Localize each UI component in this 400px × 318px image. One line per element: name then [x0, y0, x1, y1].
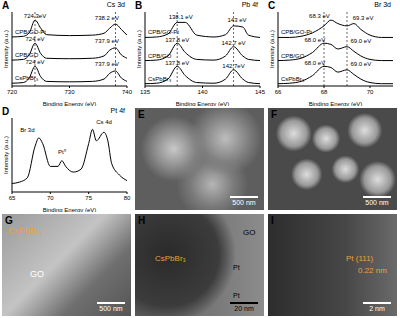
svg-text:75: 75 [85, 195, 92, 201]
svg-text:738.2 eV: 738.2 eV [95, 15, 119, 21]
svg-text:68: 68 [321, 89, 328, 95]
svg-text:CPB/GO-Pt: CPB/GO-Pt [148, 29, 179, 35]
svg-text:142.7 eV: 142.7 eV [222, 40, 246, 46]
svg-text:CPB/GO: CPB/GO [15, 52, 39, 58]
svg-text:68.0 eV: 68.0 eV [304, 60, 325, 66]
svg-text:Intensity (a.u.): Intensity (a.u.) [269, 30, 275, 68]
svg-text:737.9 eV: 737.9 eV [95, 61, 119, 67]
svg-text:730: 730 [64, 89, 75, 95]
svg-text:68.0 eV: 68.0 eV [304, 37, 325, 43]
html-text:CsPbBr₃: CsPbBr₃ [155, 254, 186, 263]
html-text:CsPbBr₃: CsPbBr₃ [8, 226, 43, 236]
svg-text:69.3 eV: 69.3 eV [353, 15, 374, 21]
html-text:Pt: Pt [233, 292, 240, 299]
svg-text:Cs 4d: Cs 4d [96, 119, 112, 125]
svg-text:720: 720 [7, 89, 18, 95]
html-text:500 nm: 500 nm [365, 199, 389, 206]
html-text:Br 3d: Br 3d [374, 1, 391, 8]
svg-text:CPB/GO-Pt: CPB/GO-Pt [281, 29, 312, 35]
svg-text:CsPbBr₃: CsPbBr₃ [281, 76, 305, 82]
html-text:C: C [268, 0, 276, 11]
svg-text:CPB/GO: CPB/GO [148, 53, 172, 59]
html-text:GO: GO [30, 269, 44, 279]
svg-text:140: 140 [197, 89, 208, 95]
svg-text:69.0 eV: 69.0 eV [350, 61, 371, 67]
svg-text:65: 65 [9, 195, 16, 201]
svg-text:68.3 eV: 68.3 eV [309, 13, 330, 19]
html-text:Cs 3d: Cs 3d [106, 1, 125, 8]
html-text:I: I [271, 215, 274, 226]
svg-text:138.1 eV: 138.1 eV [169, 14, 193, 20]
svg-text:737.9 eV: 737.9 eV [95, 38, 119, 44]
html-text:Pb 4f: Pb 4f [241, 1, 258, 8]
svg-text:135: 135 [140, 89, 151, 95]
svg-text:137.8 eV: 137.8 eV [165, 60, 189, 66]
svg-text:Binding Energy (eV): Binding Energy (eV) [43, 207, 97, 212]
svg-text:CPB/GO-Pt: CPB/GO-Pt [15, 29, 46, 35]
svg-text:724 eV: 724 eV [25, 36, 44, 42]
svg-text:137.8 eV: 137.8 eV [165, 37, 189, 43]
svg-text:Binding Energy (eV): Binding Energy (eV) [176, 101, 230, 106]
html-text:0.22 nm: 0.22 nm [358, 266, 387, 275]
svg-text:Pt⁰: Pt⁰ [58, 148, 66, 155]
html-text:20 nm: 20 nm [234, 305, 254, 312]
svg-text:CsPbBr₃: CsPbBr₃ [15, 75, 39, 81]
svg-text:724 eV: 724 eV [25, 59, 44, 65]
html-text:B: B [135, 0, 143, 11]
html-text:500 nm: 500 nm [232, 199, 256, 206]
html-text:F: F [271, 109, 278, 120]
html-text:A: A [2, 0, 10, 11]
html-text:Pt (111): Pt (111) [346, 254, 374, 263]
svg-text:80: 80 [124, 195, 131, 201]
html-text:Pt: Pt [233, 264, 240, 271]
svg-text:Intensity (a.u.): Intensity (a.u.) [3, 30, 9, 68]
svg-text:740: 740 [122, 89, 133, 95]
html-text:E: E [138, 109, 145, 120]
svg-text:Intensity (a.u.): Intensity (a.u.) [3, 136, 9, 174]
html-text:G: G [5, 215, 13, 226]
svg-text:70: 70 [367, 89, 374, 95]
svg-text:145: 145 [255, 89, 266, 95]
svg-text:CPB/GO: CPB/GO [281, 53, 305, 59]
html-text:2 nm: 2 nm [369, 305, 385, 312]
svg-text:66: 66 [275, 89, 282, 95]
svg-text:Binding Energy (eV): Binding Energy (eV) [43, 101, 97, 106]
html-text:GO: GO [243, 228, 256, 237]
svg-text:Br 3d: Br 3d [20, 127, 34, 133]
html-text:H: H [138, 215, 146, 226]
svg-text:70: 70 [47, 195, 54, 201]
svg-text:Binding Energy (eV): Binding Energy (eV) [309, 101, 363, 106]
svg-text:69.0 eV: 69.0 eV [350, 38, 371, 44]
svg-text:Intensity (a.u.): Intensity (a.u.) [136, 30, 142, 68]
svg-text:143 eV: 143 eV [227, 17, 246, 23]
svg-text:CsPbBr₃: CsPbBr₃ [148, 76, 172, 82]
svg-text:724.3eV: 724.3eV [24, 13, 46, 19]
svg-text:142.7eV: 142.7eV [222, 63, 244, 69]
html-text:Pt 4f: Pt 4f [110, 107, 125, 114]
html-text:D: D [2, 106, 10, 117]
html-text:500 nm: 500 nm [99, 305, 123, 312]
